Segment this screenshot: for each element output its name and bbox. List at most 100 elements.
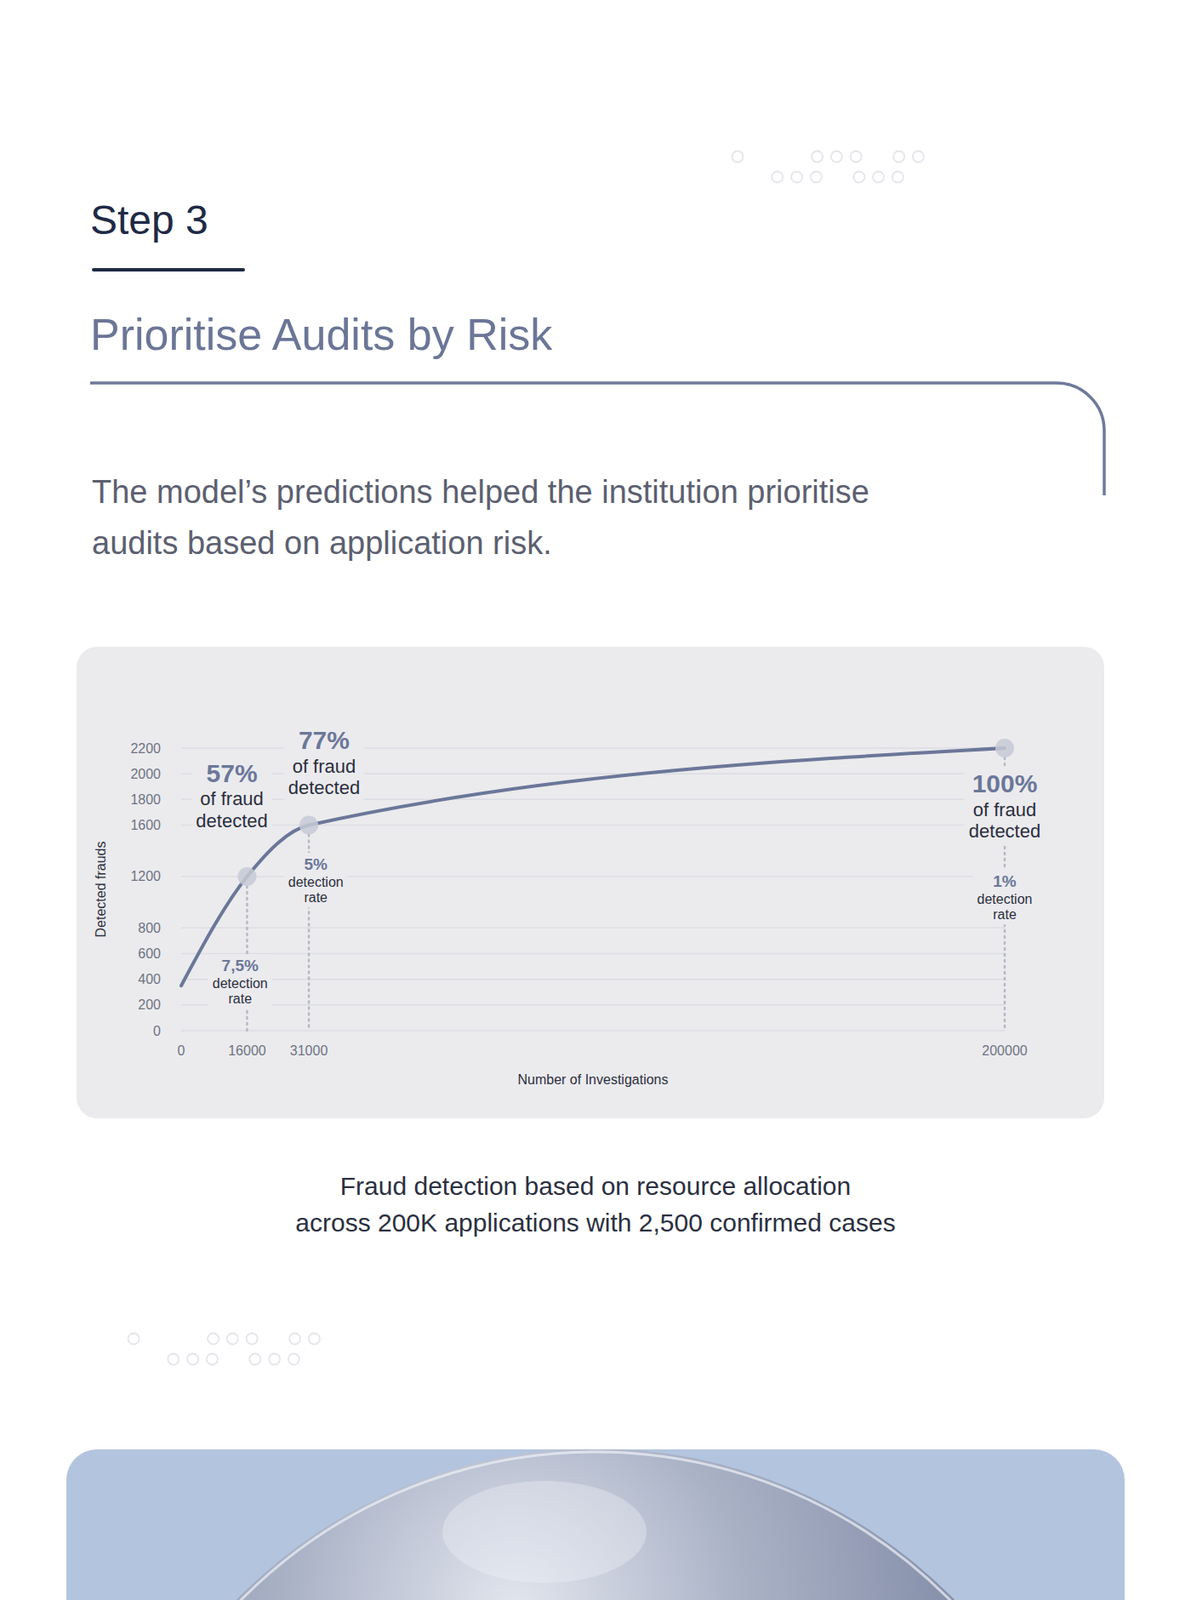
fraud-label-value: 100%	[972, 769, 1038, 798]
hero-dome	[93, 1448, 1098, 1600]
deco-dot	[912, 151, 924, 163]
deco-dot	[206, 1353, 218, 1365]
annotations: 57%of frauddetected7,5%detectionrate77%o…	[191, 723, 1045, 1009]
y-tick-label: 1600	[130, 817, 161, 832]
text-line: of fraud	[973, 798, 1038, 821]
text-line: rate	[227, 991, 252, 1006]
chart: 0 200 400 600 800 1200 1600 1800 2000 2200 0 16000 3…	[76, 646, 1105, 1118]
grid-line	[181, 927, 1005, 929]
rate-label: 1%detectionrate	[973, 869, 1038, 924]
label-patch	[208, 953, 273, 1009]
rate-label: 7,5%detectionrate	[208, 953, 273, 1009]
grid-line	[181, 1029, 1005, 1032]
label-patch	[284, 852, 348, 907]
label-patch	[191, 756, 272, 834]
text-line: of fraud	[292, 755, 357, 777]
fraud-label: 57%of frauddetected	[191, 756, 272, 834]
hero-highlight	[442, 1480, 647, 1583]
rate-label: 5%detectionrate	[284, 852, 348, 907]
grid-line	[181, 952, 1005, 955]
text-line: rate	[303, 889, 328, 905]
deco-dot	[811, 151, 823, 163]
y-tick-label: 1200	[130, 868, 161, 884]
caption-line: Fraud detection based on resource alloca…	[0, 1167, 1191, 1204]
section-title: Prioritise Audits by Risk	[90, 312, 553, 357]
grid	[181, 747, 1005, 1031]
deco-dot	[893, 151, 905, 163]
deco-dot	[249, 1353, 261, 1365]
intro-text: The model’s predictions helped the insti…	[91, 466, 943, 569]
deco-dot	[853, 171, 865, 183]
label-patch	[973, 869, 1038, 924]
panel	[76, 646, 1105, 1118]
text-line: detection	[212, 975, 268, 991]
plot-area	[181, 738, 1015, 1031]
fraud-label-text: of frauddetected	[288, 755, 360, 798]
highlight-point	[995, 738, 1015, 758]
rate-label-value: 7,5%	[222, 956, 259, 975]
x-tick-label: 31000	[290, 1042, 329, 1058]
hero-rim	[96, 1451, 1095, 1600]
deco-dot	[872, 171, 884, 183]
y-tick-label: 400	[137, 971, 161, 986]
deco-dot	[128, 1333, 140, 1345]
deco-dot	[831, 151, 843, 163]
deco-dot	[732, 151, 744, 163]
deco-dot	[187, 1353, 199, 1365]
text-line: detected	[968, 820, 1041, 842]
y-tick-label: 1800	[130, 792, 161, 807]
rate-label-text: detectionrate	[212, 975, 268, 1006]
deco-dot	[810, 171, 822, 183]
highlight-point	[299, 815, 319, 835]
deco-dot	[288, 1353, 300, 1365]
deco-dot	[892, 171, 904, 183]
y-tick-label: 600	[137, 945, 161, 961]
text-line: rate	[992, 906, 1017, 922]
label-patch	[964, 766, 1045, 844]
grid-line	[181, 978, 1005, 981]
x-tick-label: 0	[177, 1042, 186, 1058]
x-tick-label: 200000	[981, 1042, 1027, 1058]
y-tick-label: 2000	[130, 766, 161, 781]
hero-group	[93, 1448, 1098, 1600]
text-line: detected	[195, 809, 268, 832]
fraud-label-value: 57%	[206, 758, 258, 787]
fraud-label-text: of frauddetected	[968, 798, 1041, 842]
y-tick-label: 0	[153, 1023, 161, 1038]
fraud-label-text: of frauddetected	[195, 787, 268, 831]
data-line	[181, 747, 1005, 986]
text-line: detection	[288, 874, 344, 889]
fraud-label: 100%of frauddetected	[964, 766, 1045, 844]
deco-dot	[791, 171, 803, 183]
highlight-point	[237, 866, 257, 886]
y-tick-label: 2200	[130, 740, 161, 756]
y-axis-title: Detected frauds	[93, 841, 109, 938]
y-tick-label: 200	[137, 997, 161, 1012]
rate-label-value: 5%	[303, 854, 328, 873]
deco-dot	[227, 1333, 239, 1345]
grid-line	[181, 1003, 1005, 1006]
caption: Fraud detection based on resource alloca…	[0, 1167, 1191, 1241]
x-axis-title: Number of Investigations	[518, 1071, 669, 1087]
caption-line: across 200K applications with 2,500 conf…	[0, 1203, 1191, 1241]
deco-dot	[308, 1333, 320, 1345]
step-underline	[91, 267, 246, 272]
text-line: detection	[977, 891, 1033, 907]
text-line: of fraud	[199, 787, 264, 810]
rate-label-text: detectionrate	[977, 891, 1033, 922]
deco-dot	[289, 1333, 301, 1345]
text-line: detected	[288, 776, 360, 798]
y-tick-label: 800	[137, 920, 161, 935]
deco-dot	[771, 171, 783, 183]
fraud-label-value: 77%	[298, 725, 350, 754]
fraud-label: 77%of frauddetected	[284, 723, 365, 801]
step-label: Step 3	[90, 199, 209, 241]
deco-dot	[850, 151, 862, 163]
deco-dot	[167, 1353, 179, 1365]
x-tick-label: 16000	[227, 1042, 267, 1058]
rate-label-value: 1%	[992, 871, 1017, 890]
rate-label-text: detectionrate	[288, 874, 344, 905]
deco-dot	[246, 1333, 258, 1345]
deco-dot	[207, 1333, 219, 1345]
deco-dot	[268, 1353, 280, 1365]
